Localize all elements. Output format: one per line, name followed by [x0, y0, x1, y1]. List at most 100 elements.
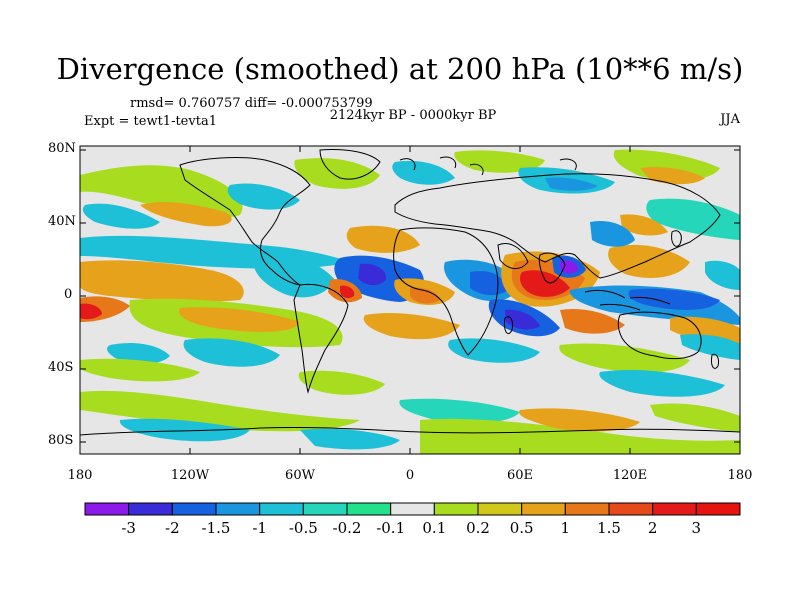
colorbar-label: 1	[560, 519, 571, 537]
coastline-arctic-islands	[399, 156, 577, 176]
colorbar-swatch	[564, 502, 610, 516]
contour-region	[680, 334, 740, 360]
x-tick-label: 60W	[285, 468, 315, 483]
contour-region	[410, 287, 440, 304]
coastline-indonesia	[584, 289, 671, 311]
coastline-europe-asia	[394, 173, 721, 279]
colorbar-swatch	[84, 502, 130, 516]
coastline-arabia	[497, 243, 529, 269]
y-tick-label: 40S	[48, 360, 74, 375]
contour-region	[520, 270, 570, 297]
coastline-africa	[393, 227, 499, 356]
contour-region	[300, 428, 400, 450]
contour-region	[183, 338, 280, 367]
colorbar-label: -3	[121, 519, 136, 537]
coastlines	[80, 149, 740, 436]
contour-region	[119, 418, 250, 442]
colorbar-swatch	[215, 502, 261, 516]
y-ticks	[80, 149, 740, 443]
colorbar-swatch	[608, 502, 654, 516]
contour-region	[505, 309, 540, 330]
contour-region	[599, 369, 725, 397]
coastline-south-america	[293, 283, 349, 394]
colorbar-label: 0.2	[466, 519, 490, 537]
x-tick-label: 180	[67, 468, 93, 483]
contour-region	[470, 270, 508, 296]
colorbar-label: -0.5	[288, 519, 318, 537]
colorbar-label: 1.5	[597, 519, 621, 537]
period-text: 2124kyr BP - 0000kyr BP	[329, 108, 497, 123]
contour-region	[80, 165, 243, 218]
colorbar-swatch	[390, 502, 435, 516]
colorbar-label: -2	[165, 519, 180, 537]
x-tick-label: 60E	[506, 468, 534, 483]
colorbar-swatch	[433, 502, 479, 516]
contour-region	[613, 149, 720, 181]
contour-region	[519, 408, 640, 432]
contour-region	[420, 418, 740, 454]
colorbar-label: -0.2	[332, 519, 362, 537]
colorbar-label: 0.5	[509, 519, 534, 537]
contour-region	[107, 343, 170, 364]
x-tick-label: 120E	[612, 468, 648, 483]
colorbar-swatch	[259, 502, 304, 516]
contour-region	[454, 150, 545, 173]
contour-region	[80, 358, 200, 382]
contour-region	[399, 398, 520, 424]
contour-region	[253, 255, 335, 298]
coastline-india	[538, 252, 566, 284]
season-text: JJA	[720, 112, 740, 127]
contour-region	[608, 244, 690, 278]
colorbar-label: -1	[252, 519, 267, 537]
colorbar-label: 2	[647, 519, 658, 537]
contour-region	[628, 288, 720, 310]
contour-region	[80, 390, 360, 432]
coastline-new-zealand	[711, 353, 719, 369]
y-tick-label: 0	[64, 287, 73, 302]
contour-region	[340, 285, 355, 299]
colorbar-swatch	[171, 502, 217, 516]
contour-region	[560, 308, 625, 334]
map-title: Divergence (smoothed) at 200 hPa (10**6 …	[56, 52, 744, 86]
y-tick-label: 40N	[48, 214, 76, 229]
contour-region	[559, 343, 690, 373]
contour-region	[294, 158, 380, 189]
contour-region	[590, 220, 635, 247]
contour-region	[227, 183, 300, 210]
contour-region	[646, 198, 740, 240]
experiment-text: Expt = tewt1-tevta1	[84, 114, 217, 129]
contour-region	[346, 225, 420, 253]
contour-region	[448, 338, 540, 363]
coastline-greenland	[319, 149, 381, 180]
colorbar-swatch	[302, 502, 348, 516]
contour-region	[392, 160, 455, 185]
colorbar-label: -1.5	[201, 519, 231, 537]
coastline-north-america	[179, 157, 311, 286]
x-tick-label: 0	[405, 468, 415, 483]
coastline-australia	[617, 311, 702, 360]
y-tick-label: 80S	[48, 433, 74, 448]
contour-region	[705, 260, 740, 290]
colorbar-swatch	[128, 502, 173, 516]
contour-region	[82, 203, 160, 229]
coastline-japan	[671, 230, 682, 247]
contour-region	[358, 263, 387, 286]
contour-region	[80, 260, 244, 302]
coastline-antarctica	[80, 426, 740, 436]
colorbar-label: 0.1	[422, 519, 447, 537]
colorbar-swatch	[477, 502, 523, 516]
contour-region	[298, 370, 385, 395]
contour-region	[140, 202, 232, 227]
colorbar-swatch	[652, 502, 697, 516]
colorbar-label: -0.1	[376, 519, 406, 537]
contour-region	[80, 303, 102, 320]
colorbar-swatch	[521, 502, 566, 516]
contour-region	[545, 177, 598, 191]
contour-region	[179, 307, 300, 332]
contour-region	[620, 214, 668, 236]
x-tick-label: 180	[727, 468, 753, 483]
x-tick-label: 120W	[170, 468, 210, 483]
contour-region	[363, 313, 460, 340]
colorbar-label: 3	[691, 519, 702, 537]
